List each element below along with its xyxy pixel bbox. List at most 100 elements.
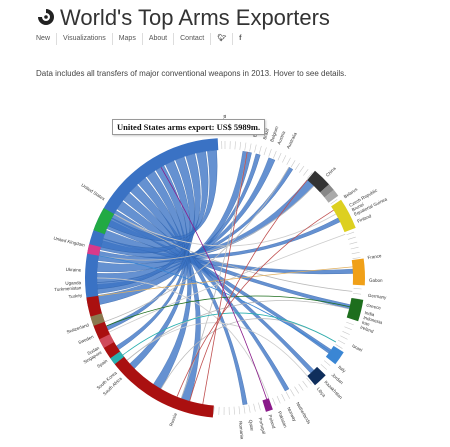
country-label[interactable]: United States bbox=[80, 182, 106, 201]
ring-tick bbox=[276, 395, 281, 404]
country-arc-spain[interactable] bbox=[90, 313, 105, 326]
ring-tick bbox=[344, 326, 352, 331]
country-label[interactable]: Turkey bbox=[68, 293, 83, 300]
ring-tick bbox=[295, 162, 300, 170]
country-label[interactable]: Israel bbox=[351, 343, 363, 353]
country-arc-canada[interactable] bbox=[320, 184, 334, 198]
country-label[interactable]: Libya bbox=[316, 387, 327, 399]
country-label[interactable]: Romania bbox=[238, 421, 245, 440]
country-label[interactable]: China bbox=[325, 166, 337, 178]
country-label[interactable]: Finland bbox=[356, 213, 372, 224]
chord-line[interactable] bbox=[113, 213, 353, 292]
ring-tick bbox=[253, 403, 256, 412]
hover-tooltip: United States arms export: US$ 5989m. bbox=[112, 119, 266, 135]
country-arc-sweden[interactable] bbox=[99, 334, 115, 348]
country-arc-switzerland[interactable] bbox=[110, 351, 125, 365]
twitter-icon[interactable]: 🐦︎ bbox=[210, 33, 232, 45]
country-arc-ukraine[interactable] bbox=[87, 244, 101, 256]
chord-line[interactable] bbox=[98, 266, 353, 297]
ring-tick bbox=[268, 148, 272, 157]
country-label[interactable]: Russia bbox=[168, 412, 178, 427]
country-label[interactable]: Italy bbox=[337, 364, 347, 373]
country-arc-germany[interactable] bbox=[307, 170, 330, 193]
country-label[interactable]: United Kingdom bbox=[53, 236, 86, 248]
ring-tick bbox=[306, 377, 312, 385]
country-label[interactable]: Ireland bbox=[360, 325, 375, 335]
country-label[interactable]: Germany bbox=[368, 293, 388, 300]
chord-ribbon[interactable] bbox=[130, 184, 248, 405]
nav-contact[interactable]: Contact bbox=[173, 33, 210, 45]
country-label[interactable]: Switzerland bbox=[66, 322, 90, 334]
chord-line[interactable] bbox=[108, 233, 346, 333]
chart-description: Data includes all transfers of major con… bbox=[36, 69, 347, 78]
ring-tick bbox=[298, 383, 304, 391]
chord-line[interactable] bbox=[189, 179, 308, 402]
country-arc-italy[interactable] bbox=[307, 366, 326, 386]
chord-line[interactable] bbox=[160, 166, 268, 400]
country-label[interactable]: Norway bbox=[286, 406, 298, 423]
nav-maps[interactable]: Maps bbox=[111, 33, 142, 45]
country-arc-germany[interactable] bbox=[346, 298, 364, 322]
nav-new[interactable]: New bbox=[36, 35, 51, 42]
country-arc-united-states[interactable] bbox=[85, 138, 219, 308]
country-arc-netherlands[interactable] bbox=[324, 189, 339, 203]
country-arc-united-kingdom[interactable] bbox=[93, 208, 115, 235]
country-label[interactable]: Pakistan bbox=[277, 410, 288, 428]
ring-tick bbox=[277, 152, 282, 161]
country-label[interactable]: Austria bbox=[276, 130, 286, 145]
chord-line[interactable] bbox=[104, 166, 290, 323]
country-label[interactable]: Belgium bbox=[269, 125, 279, 142]
country-label[interactable]: Belarus bbox=[343, 186, 359, 199]
ring-tick bbox=[349, 241, 358, 245]
country-label[interactable]: Qatar bbox=[248, 419, 255, 431]
ring-tick bbox=[281, 393, 286, 402]
country-label[interactable]: Brunei bbox=[351, 202, 365, 213]
ring-tick bbox=[285, 391, 291, 399]
chord-line[interactable] bbox=[122, 312, 337, 356]
facebook-icon[interactable]: f bbox=[232, 33, 247, 45]
chord-line[interactable] bbox=[202, 151, 248, 405]
ring-tick bbox=[320, 364, 328, 370]
country-label[interactable]: France bbox=[367, 253, 382, 260]
chord-line[interactable] bbox=[176, 209, 334, 397]
ring-tick bbox=[249, 143, 252, 152]
chord-line[interactable] bbox=[98, 255, 331, 352]
spiral-logo-icon[interactable] bbox=[36, 7, 56, 27]
ring-tick bbox=[290, 389, 295, 397]
country-label[interactable]: India bbox=[364, 310, 375, 317]
ring-tick bbox=[272, 397, 276, 406]
country-label[interactable]: Portugal bbox=[258, 417, 267, 434]
ring-tick bbox=[330, 199, 338, 205]
country-label[interactable]: Turkmenistan bbox=[54, 285, 82, 292]
country-label[interactable]: Iran bbox=[361, 320, 370, 327]
ring-tick bbox=[239, 141, 242, 150]
chord-ribbon[interactable] bbox=[96, 153, 201, 290]
page-title[interactable]: World's Top Arms Exporters bbox=[60, 5, 330, 30]
chord-line[interactable] bbox=[126, 300, 350, 361]
nav-visualizations[interactable]: Visualizations bbox=[56, 33, 112, 45]
country-arc-israel[interactable] bbox=[325, 345, 344, 365]
chord-line[interactable] bbox=[126, 322, 308, 377]
country-label[interactable]: Netherlands bbox=[295, 401, 312, 425]
country-label[interactable]: Sweden bbox=[77, 334, 94, 345]
ring-tick bbox=[335, 344, 343, 349]
country-label[interactable]: Poland bbox=[267, 414, 276, 429]
nav-about[interactable]: About bbox=[141, 33, 173, 45]
country-arc-france[interactable] bbox=[351, 258, 365, 286]
country-arc-russia[interactable] bbox=[86, 295, 214, 418]
country-label[interactable]: Uganda bbox=[65, 280, 81, 286]
country-label[interactable]: Ukraine bbox=[66, 267, 82, 273]
country-arc-ukraine[interactable] bbox=[262, 398, 273, 412]
country-label[interactable]: Indonesia bbox=[363, 315, 384, 325]
country-label[interactable]: Australia bbox=[286, 131, 298, 149]
country-label[interactable]: Brazil bbox=[262, 128, 270, 140]
country-label[interactable]: Jordan bbox=[331, 372, 345, 385]
chord-line[interactable] bbox=[98, 185, 315, 261]
country-arc-china[interactable] bbox=[331, 199, 356, 233]
country-label[interactable]: Sudan bbox=[86, 345, 100, 356]
country-label[interactable]: Spain bbox=[96, 358, 109, 369]
chord-ribbon[interactable] bbox=[123, 192, 290, 392]
country-label[interactable]: Greece bbox=[366, 303, 382, 311]
country-label[interactable]: Gabon bbox=[369, 278, 383, 283]
